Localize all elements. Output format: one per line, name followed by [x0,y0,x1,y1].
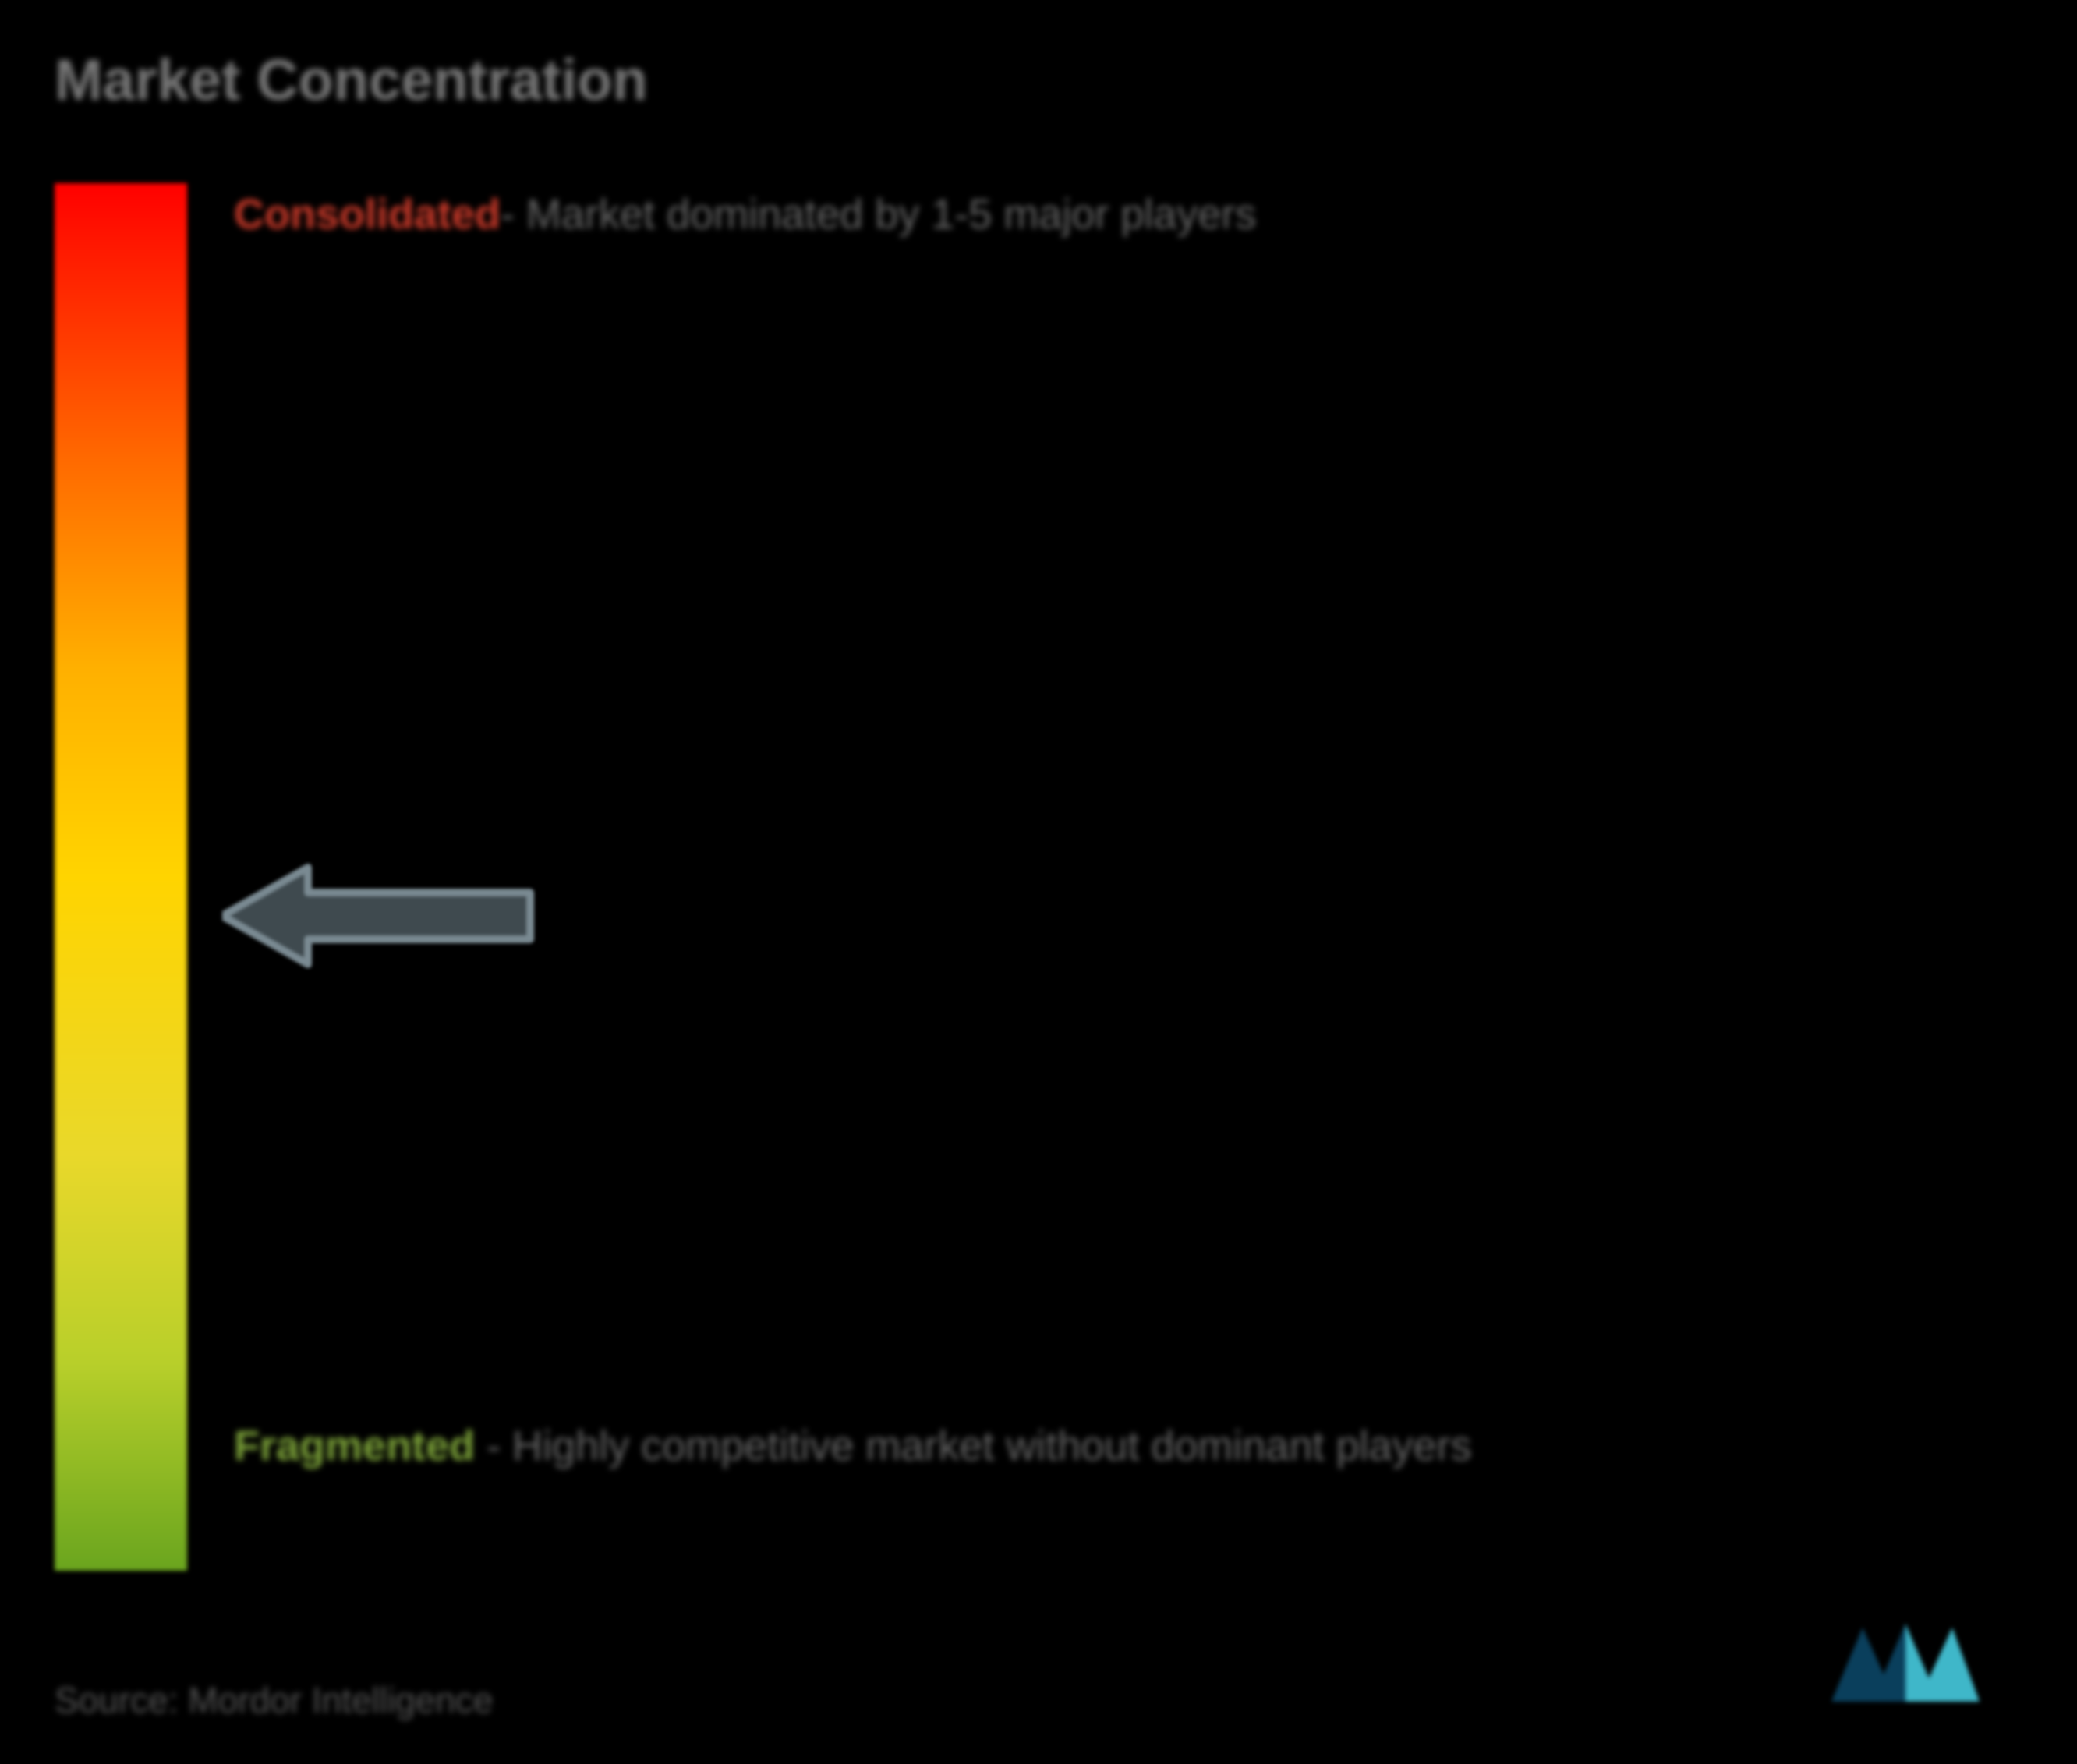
fragmented-body: - Highly competitive market without domi… [475,1423,1472,1469]
brand-logo [1828,1612,1983,1717]
fragmented-term: Fragmented [234,1423,475,1469]
gradient-scale-bar [55,183,187,1571]
source-attribution: Source: Mordor Intelligence [55,1679,494,1721]
page-title: Market Concentration [55,47,2022,113]
consolidated-term: Consolidated [234,191,501,238]
consolidated-description: Consolidated- Market dominated by 1-5 ma… [234,183,1256,246]
labels-area: Consolidated- Market dominated by 1-5 ma… [187,183,2022,1571]
consolidated-body: - Market dominated by 1-5 major players [501,191,1256,238]
fragmented-description: Fragmented - Highly competitive market w… [234,1415,1472,1478]
content-row: Consolidated- Market dominated by 1-5 ma… [55,183,2022,1571]
infographic-container: Market Concentration Consolidated- Marke… [0,0,2077,1764]
indicator-arrow [222,861,534,970]
